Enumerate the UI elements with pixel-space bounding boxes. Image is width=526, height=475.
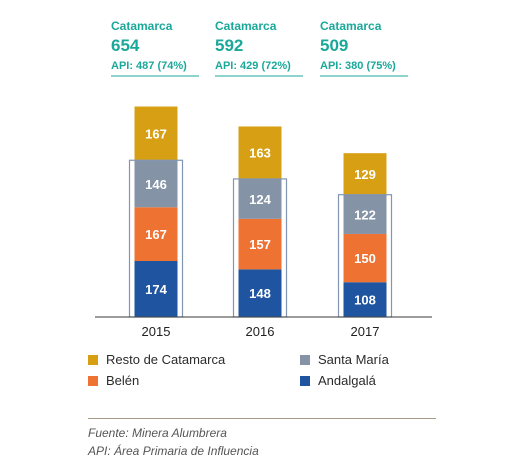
bar-value-label: 124 [249,192,271,207]
legend-label: Resto de Catamarca [106,352,226,367]
annotation-api: API: 380 (75%) [320,60,396,72]
bar-value-label: 174 [145,282,167,297]
bar-segment [134,207,178,261]
bar-value-label: 129 [354,167,376,182]
annotation-region: Catamarca [320,19,382,33]
bar-segment [238,269,282,317]
annotation-api: API: 429 (72%) [215,60,291,72]
bar-segment [134,261,178,317]
annotation-total: 509 [320,36,348,55]
footer-divider [88,418,436,419]
legend-swatch [88,354,98,365]
legend-swatch [300,354,310,365]
bar-segment [134,106,178,161]
legend-swatch [88,375,98,386]
legend-label: Belén [106,373,140,388]
legend-label: Andalgalá [318,373,376,388]
legend-swatch [300,375,310,386]
x-tick-label: 2015 [142,324,171,339]
bar-segment [343,282,387,317]
bar-segment [238,178,282,219]
legend-item-andalgala: Andalgalá [300,373,376,388]
legend-item-belen: Belén [88,373,139,388]
legend-label: Santa María [318,352,389,367]
api-note: API: Área Primaria de Influencia [88,444,259,458]
source-note: Fuente: Minera Alumbrera [88,426,227,440]
x-tick-label: 2017 [351,324,380,339]
annotation-region: Catamarca [215,19,277,33]
bar-value-label: 157 [249,237,271,252]
annotation-total: 592 [215,36,243,55]
bar-value-label: 108 [354,293,376,308]
bar-value-label: 167 [145,126,167,141]
bar-segment [343,153,387,195]
legend-item-santa-maria: Santa María [300,352,389,367]
stacked-bar-chart: 174 167 146 167 2015 Catamarca 654 API: 487 (74… [95,19,432,339]
bar-value-label: 122 [354,207,376,222]
bar-value-label: 146 [145,177,167,192]
bar-segment [343,233,387,283]
bar-segment [238,218,282,270]
bar-value-label: 150 [354,251,376,266]
annotation-total: 654 [111,36,140,55]
x-tick-label: 2016 [246,324,275,339]
bar-value-label: 163 [249,146,271,161]
annotation-api: API: 487 (74%) [111,60,187,72]
bar-segment [343,194,387,234]
bar-segment [238,126,282,179]
bar-value-label: 148 [249,286,271,301]
bar-value-label: 167 [145,227,167,242]
legend-item-resto-de-catamarca: Resto de Catamarca [88,352,225,367]
annotation-region: Catamarca [111,19,173,33]
bar-segment [134,160,178,208]
